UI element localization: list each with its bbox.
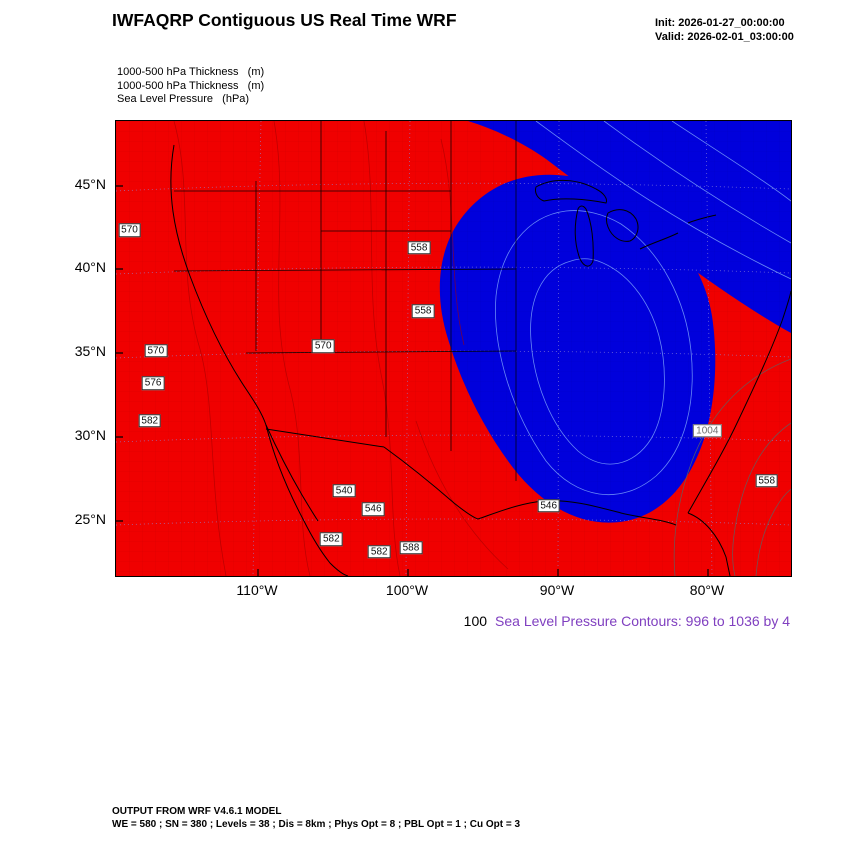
init-timestamp: Init: 2026-01-27_00:00:00 — [655, 17, 785, 29]
slp-contours — [673, 358, 791, 576]
x-axis-tick-label: 80°W — [689, 582, 725, 598]
legend-line-thickness-2: 1000-500 hPa Thickness (m) — [117, 79, 265, 92]
model-output-line: OUTPUT FROM WRF V4.6.1 MODEL — [112, 806, 282, 817]
field-legend: 1000-500 hPa Thickness (m) 1000-500 hPa … — [117, 66, 264, 107]
y-axis-tick-label: 25°N — [74, 511, 106, 527]
run-timestamps: Init: 2026-01-27_00:00:00 Valid: 2026-02… — [655, 16, 794, 44]
x-axis-tick-label: 100°W — [385, 582, 429, 598]
x-axis-tick-label: 110°W — [236, 582, 278, 598]
slp-contour-range-caption: Sea Level Pressure Contours: 996 to 1036… — [495, 613, 790, 629]
county-lines-texture — [116, 121, 791, 576]
y-axis-tick-label: 40°N — [74, 259, 106, 275]
latlon-graticule — [116, 121, 791, 576]
thickness-contours-warm — [173, 121, 509, 576]
model-config-line: WE = 580 ; SN = 380 ; Levels = 38 ; Dis … — [112, 818, 521, 830]
valid-timestamp: Valid: 2026-02-01_03:00:00 — [655, 31, 794, 43]
page-title: IWFAQRP Contiguous US Real Time WRF — [112, 10, 457, 30]
state-borders — [173, 121, 517, 481]
map-canvas — [116, 121, 791, 576]
slp-caption-row: 100 Sea Level Pressure Contours: 996 to 1… — [115, 613, 790, 629]
axis-tick-marks — [116, 185, 709, 576]
legend-line-thickness-1: 1000-500 hPa Thickness (m) — [117, 66, 265, 78]
map-plot: 570 558 558 570 570 576 582 540 546 582 582 588 546 1… — [115, 120, 792, 577]
legend-line-slp: Sea Level Pressure (hPa) — [117, 93, 250, 105]
y-axis-tick-label: 35°N — [74, 343, 106, 359]
caption-prefix: 100 — [463, 613, 488, 629]
y-axis-tick-label: 45°N — [74, 176, 106, 192]
thickness-contours-cold — [495, 121, 791, 496]
model-footer: OUTPUT FROM WRF V4.6.1 MODEL WE = 580 ; … — [112, 806, 520, 831]
x-axis-tick-label: 90°W — [539, 582, 575, 598]
geography-outlines — [170, 144, 791, 576]
y-axis-tick-label: 30°N — [74, 427, 106, 443]
